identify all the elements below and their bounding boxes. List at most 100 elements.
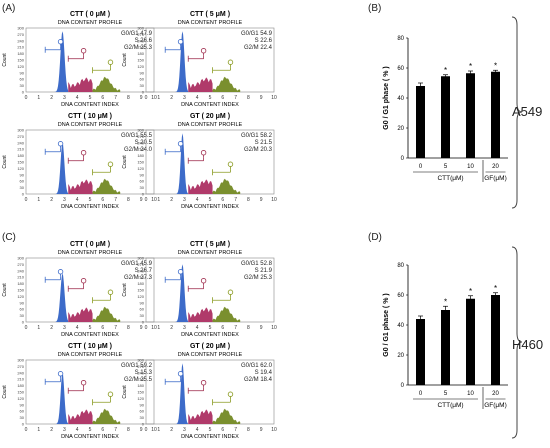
g1-phase-peak xyxy=(46,31,69,92)
y-axis-label: Count xyxy=(2,155,8,169)
y-tick-label: 0 xyxy=(142,192,145,197)
x-tick-label: 8 xyxy=(247,197,250,203)
g1-phase-peak xyxy=(46,142,69,194)
significance-mark: * xyxy=(494,284,497,293)
gate-marker-g2m xyxy=(212,391,234,406)
y-tick-label: 20 xyxy=(397,126,404,132)
bar-10 xyxy=(466,298,475,385)
y-tick-label: 270 xyxy=(137,134,144,139)
x-tick-label: 5 xyxy=(89,325,92,331)
gate-marker-s xyxy=(67,48,87,62)
x-tick-label: 3 xyxy=(183,427,186,433)
x-tick-label: 0 xyxy=(145,197,148,203)
x-tick-label: 8 xyxy=(247,95,250,101)
y-tick-label: 270 xyxy=(17,134,24,139)
y-tick-label: 180 xyxy=(137,153,144,158)
y-tick-label: 300 xyxy=(17,256,24,261)
x-tick-label: 10 xyxy=(271,325,277,331)
y-tick-label: 0 xyxy=(401,383,405,389)
s-phase-region xyxy=(68,409,93,424)
s-phase-region xyxy=(188,77,213,92)
flow-histogram-a-0: CTT ( 0 μM )DNA CONTENT PROFILE030609012… xyxy=(2,11,157,108)
cell-line-h460: H460 xyxy=(512,337,544,352)
y-tick-label: 180 xyxy=(137,281,144,286)
gate-marker-g1 xyxy=(164,39,184,53)
x-tick-label: 5 xyxy=(89,197,92,203)
flow-histogram-c-1: CTT ( 5 μM )DNA CONTENT PROFILE030609012… xyxy=(122,241,277,338)
y-axis-label: Count xyxy=(122,155,128,169)
y-tick-label: 60 xyxy=(20,307,25,312)
histogram-title: CTT ( 10 μM ) xyxy=(68,343,112,350)
y-tick-label: 120 xyxy=(137,396,144,401)
x-tick-label: 0 xyxy=(25,197,28,203)
y-tick-label: 210 xyxy=(137,45,144,50)
gate-marker-s xyxy=(67,150,87,164)
y-tick-label: 300 xyxy=(137,358,144,363)
x-tick-label: 1 xyxy=(37,95,40,101)
x-tick-label: 3 xyxy=(63,95,66,101)
bar-chart-h460: 0 20 40 60 80 G0 / G1 phase ( % ) 0 * 5 * 10 * 20 CTT… xyxy=(383,263,508,409)
x-tick-label: 10 xyxy=(151,427,157,433)
x-tick-label: 6 xyxy=(221,427,224,433)
bracket-a549 xyxy=(511,16,523,209)
significance-mark: * xyxy=(444,297,447,306)
x-tick-label: 20 xyxy=(492,164,499,170)
y-tick-label: 30 xyxy=(20,185,25,190)
g2m-phase-peak xyxy=(212,306,241,322)
y-tick-label: 60 xyxy=(140,307,145,312)
bar-0 xyxy=(416,86,425,158)
y-tick-label: 120 xyxy=(137,294,144,299)
y-axis-label: Count xyxy=(2,385,8,399)
g2m-phase-peak xyxy=(92,408,121,424)
x-tick-label: 7 xyxy=(114,427,117,433)
stat-g2m: G2/M 25.5 xyxy=(124,377,153,383)
x-tick-label: 5 xyxy=(209,197,212,203)
x-tick-label: 9 xyxy=(260,427,263,433)
x-tick-label: 20 xyxy=(492,391,499,397)
x-tick-label: 4 xyxy=(76,95,79,101)
y-tick-label: 210 xyxy=(137,147,144,152)
y-tick-label: 90 xyxy=(140,70,145,75)
x-tick-label: 7 xyxy=(234,197,237,203)
x-axis-label: DNA CONTENT INDEX xyxy=(61,434,119,440)
gate-marker-s xyxy=(67,278,87,292)
x-axis-label: DNA CONTENT INDEX xyxy=(181,102,239,108)
y-tick-label: 0 xyxy=(22,422,25,427)
y-axis-label: G0 / G1 phase ( % ) xyxy=(383,66,390,129)
stat-g2m: G2/M 27.3 xyxy=(124,275,153,281)
x-axis-label: DNA CONTENT INDEX xyxy=(61,204,119,210)
x-tick-label: 9 xyxy=(140,427,143,433)
stat-g1: G0/G1 59.2 xyxy=(121,363,153,369)
gate-marker-g1 xyxy=(164,269,184,283)
x-tick-label: 2 xyxy=(170,197,173,203)
x-tick-label: 0 xyxy=(25,325,28,331)
flow-histogram-c-0: CTT ( 0 μM )DNA CONTENT PROFILE030609012… xyxy=(2,241,157,338)
y-tick-label: 90 xyxy=(140,300,145,305)
stat-s: S 26.7 xyxy=(135,268,153,274)
s-phase-region xyxy=(188,307,213,322)
x-tick-label: 1 xyxy=(37,197,40,203)
y-tick-label: 0 xyxy=(22,90,25,95)
y-tick-label: 120 xyxy=(17,294,24,299)
y-tick-label: 90 xyxy=(140,402,145,407)
x-tick-label: 7 xyxy=(234,427,237,433)
g2m-phase-peak xyxy=(92,306,121,322)
y-tick-label: 180 xyxy=(17,51,24,56)
gate-marker-g1 xyxy=(164,371,184,385)
x-tick-label: 4 xyxy=(76,197,79,203)
gate-marker-g1 xyxy=(44,371,64,385)
y-tick-label: 210 xyxy=(17,377,24,382)
y-tick-label: 270 xyxy=(137,364,144,369)
y-tick-label: 30 xyxy=(140,415,145,420)
y-tick-label: 0 xyxy=(142,422,145,427)
x-tick-label: 10 xyxy=(151,95,157,101)
x-tick-label: 5 xyxy=(209,427,212,433)
gate-marker-g2m xyxy=(92,391,114,406)
x-tick-label: 4 xyxy=(196,427,199,433)
significance-mark: * xyxy=(494,61,497,70)
bar-20 xyxy=(491,71,500,158)
stat-g2m: G2/M 25.3 xyxy=(244,275,273,281)
x-tick-label: 6 xyxy=(101,325,104,331)
y-tick-label: 210 xyxy=(137,377,144,382)
gate-marker-s xyxy=(67,380,87,394)
